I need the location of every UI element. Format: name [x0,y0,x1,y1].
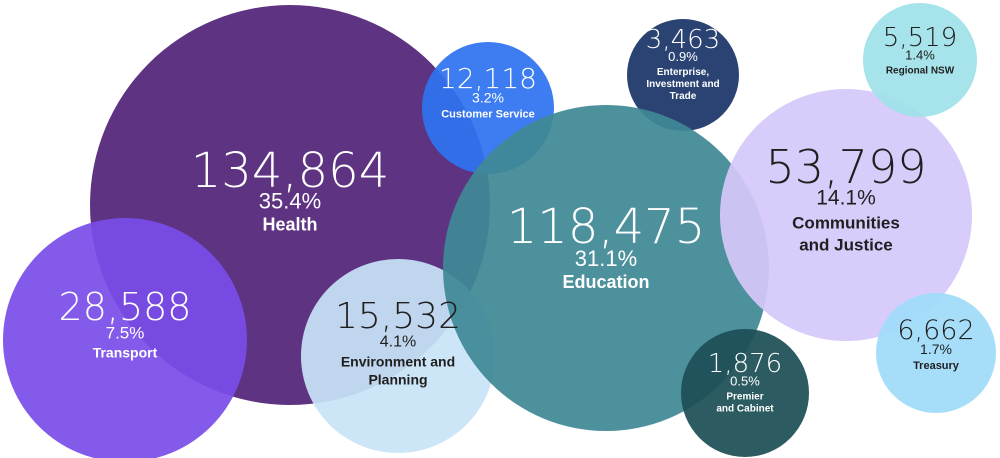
bubble-percent: 35.4% [259,189,321,214]
bubble-education [443,105,769,431]
bubble-transport [3,218,247,458]
bubble-category-label: Communities [792,214,900,233]
bubble-value: 5,519 [883,23,957,53]
bubble-percent: 3.2% [472,89,504,105]
bubble-regional-nsw [863,3,977,117]
bubble-category-label: Enterprise, [657,67,709,78]
bubble-category-label: Health [262,215,317,235]
bubble-category-label: Premier [726,392,763,403]
bubble-value: 6,662 [897,315,974,346]
bubble-value: 1,876 [708,349,782,379]
bubble-category-label: Education [562,272,649,292]
bubble-value: 3,463 [646,25,720,55]
bubble-percent: 0.9% [668,49,698,64]
bubble-value: 15,532 [335,296,461,337]
bubble-value: 28,588 [59,285,192,329]
bubble-percent: 31.1% [575,246,637,271]
bubble-percent: 7.5% [106,324,145,343]
bubble-category-label: Regional NSW [886,66,955,77]
bubble-category-label: Environment and [341,354,455,370]
bubble-percent: 4.1% [380,334,416,351]
bubble-category-label: Investment and [646,79,719,90]
bubble-category-label: Trade [670,91,697,102]
bubble-environment-and-planning [301,259,495,453]
bubble-category-label: Planning [368,372,427,388]
bubble-value: 53,799 [766,140,927,194]
bubble-communities-and-justice [720,89,972,341]
bubble-category-label: and Cabinet [716,404,774,415]
bubble-value: 134,864 [191,143,390,199]
bubble-percent: 14.1% [816,187,876,210]
bubble-percent: 0.5% [730,374,760,389]
bubble-percent: 1.4% [905,48,935,63]
bubble-value: 12,118 [439,62,537,95]
bubble-enterprise-investment-and-trade [627,19,739,131]
bubble-value: 118,475 [507,199,706,255]
bubble-category-label: Treasury [913,360,960,372]
bubble-percent: 1.7% [920,341,952,357]
bubble-premier-and-cabinet [681,329,809,457]
bubble-category-label: Customer Service [441,108,535,120]
bubble-category-label: Transport [93,345,158,361]
bubble-category-label: and Justice [799,236,893,255]
bubble-treasury [876,293,996,413]
